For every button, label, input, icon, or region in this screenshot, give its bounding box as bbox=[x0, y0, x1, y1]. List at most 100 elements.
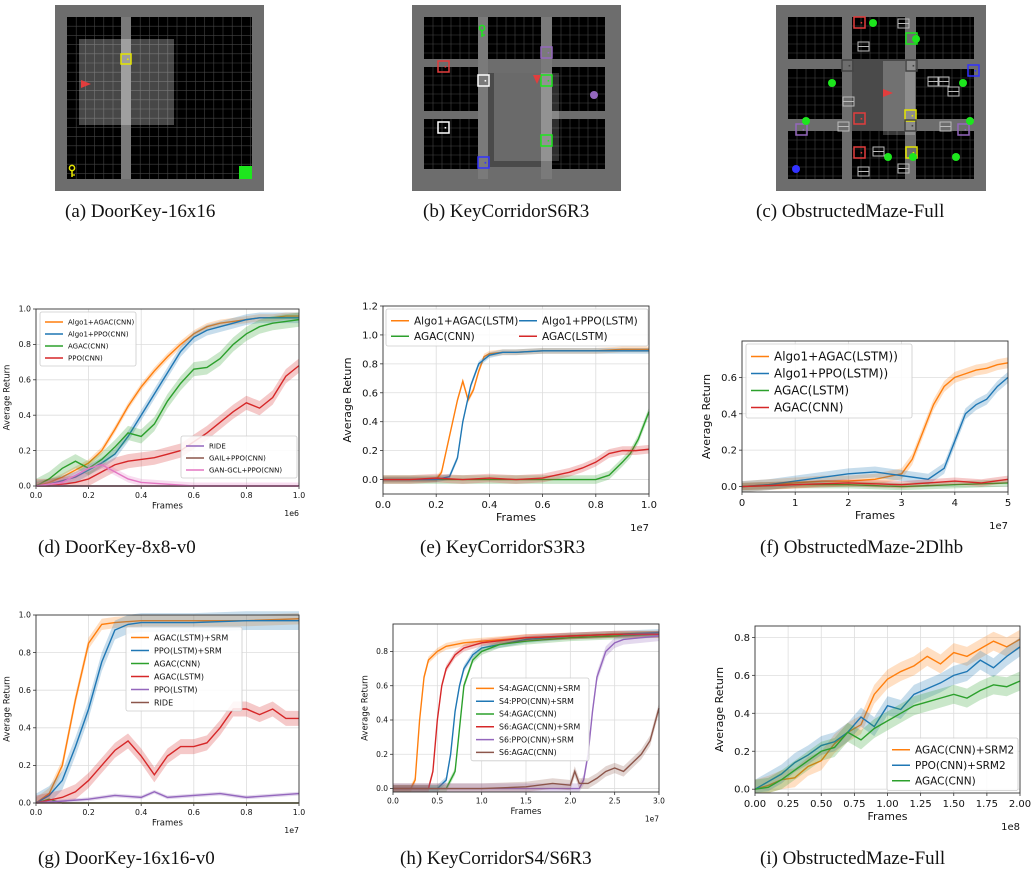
x-multiplier: 1e7 bbox=[989, 521, 1008, 532]
x-tick-label: 1.5 bbox=[520, 797, 532, 806]
x-tick-label: 1.0 bbox=[293, 491, 305, 500]
y-tick-label: 0.6 bbox=[19, 376, 31, 385]
legend-label: S4:PPO(CNN)+SRM bbox=[499, 697, 574, 706]
series-line bbox=[35, 464, 299, 487]
x-axis-label: Frames bbox=[867, 810, 907, 823]
x-tick-label: 0.0 bbox=[30, 808, 42, 817]
x-tick-label: 0.6 bbox=[188, 491, 200, 500]
legend-box bbox=[125, 626, 243, 712]
door-handle bbox=[802, 128, 805, 131]
y-tick-label: 0.2 bbox=[19, 761, 31, 770]
caption-chart-e: (e) KeyCorridorS3R3 bbox=[420, 537, 586, 558]
series-line bbox=[754, 638, 1021, 790]
legend-box bbox=[470, 677, 590, 762]
y-tick-label: 0.0 bbox=[362, 475, 378, 486]
door-icon bbox=[477, 74, 490, 87]
maze-keycorridor bbox=[412, 5, 621, 191]
x-tick-label: 1.25 bbox=[909, 799, 931, 810]
x-tick-label: 1.50 bbox=[943, 799, 965, 810]
y-axis-label: Average Return bbox=[3, 365, 13, 431]
y-tick-label: 0.0 bbox=[734, 785, 750, 796]
door-icon bbox=[904, 109, 917, 122]
legend: AGAC(CNN)+SRM2 PPO(CNN)+SRM2 AGAC(CNN) bbox=[886, 737, 1019, 791]
ball-icon bbox=[590, 91, 598, 99]
door-handle bbox=[911, 124, 914, 127]
series-line bbox=[754, 646, 1021, 790]
y-tick-label: 0.4 bbox=[734, 709, 750, 720]
maze-floor bbox=[916, 131, 974, 179]
plot-frame bbox=[35, 614, 300, 804]
caption-chart-h: (h) KeyCorridorS4/S6R3 bbox=[400, 848, 592, 869]
legend-label: PPO(CNN) bbox=[68, 354, 103, 362]
legend: RIDE GAIL+PPO(CNN) GAN-GCL+PPO(CNN) bbox=[180, 435, 298, 479]
x-tick-label: 0.2 bbox=[82, 808, 94, 817]
y-tick-label: 0.4 bbox=[721, 409, 737, 420]
door-handle bbox=[547, 139, 550, 142]
chart-i: 0.00 0.25 0.50 0.75 1.00 1.25 1.50 1.75 2.00 0.0 0… bbox=[713, 625, 1031, 833]
legend-label: Algo1+PPO(LSTM) bbox=[542, 315, 638, 327]
legend-label: PPO(CNN)+SRM2 bbox=[915, 760, 1006, 772]
y-tick-label: 0.2 bbox=[376, 750, 388, 759]
door-icon bbox=[540, 46, 553, 59]
y-tick-label: 0.4 bbox=[362, 417, 378, 428]
caption-env-a: (a) DoorKey-16x16 bbox=[65, 201, 216, 222]
plot-frame bbox=[741, 340, 1009, 493]
series-line bbox=[393, 635, 660, 790]
y-tick-label: 0.6 bbox=[721, 373, 737, 384]
y-tick-label: 0.0 bbox=[19, 482, 31, 491]
maze-obstructed bbox=[776, 5, 986, 191]
x-tick-label: 0.00 bbox=[744, 799, 766, 810]
legend-label: S6:PPO(CNN)+SRM bbox=[499, 735, 574, 744]
series-line bbox=[383, 448, 650, 481]
chart-f: 0 1 2 3 4 5 0.0 0.2 0.4 0.6 Frames Average Return 1e… bbox=[700, 340, 1011, 532]
x-tick-label: 4 bbox=[952, 498, 958, 509]
door-icon bbox=[967, 64, 980, 77]
legend-label: AGAC(CNN)+SRM2 bbox=[915, 744, 1014, 756]
x-tick-label: 3.0 bbox=[653, 797, 665, 806]
door-handle bbox=[974, 69, 977, 72]
x-tick-label: 0.4 bbox=[481, 500, 497, 511]
maze-floor bbox=[916, 17, 974, 59]
maze-doorkey bbox=[55, 5, 264, 191]
series-line bbox=[393, 633, 659, 790]
y-tick-label: 0.4 bbox=[19, 724, 31, 733]
legend-label: Algo1+PPO(CNN) bbox=[68, 330, 129, 338]
legend-label: Algo1+PPO(LSTM)) bbox=[774, 367, 888, 381]
door-handle bbox=[547, 51, 550, 54]
series-line bbox=[35, 317, 299, 487]
y-tick-label: 0.8 bbox=[19, 648, 31, 657]
y-tick-label: 0.2 bbox=[362, 446, 378, 457]
legend-box bbox=[180, 435, 298, 479]
y-tick-label: 0.0 bbox=[376, 784, 388, 793]
door-icon bbox=[904, 119, 917, 132]
ball-icon bbox=[828, 79, 836, 87]
maze-wall bbox=[478, 17, 488, 179]
goal-tile bbox=[239, 166, 252, 179]
x-tick-label: 0.2 bbox=[82, 491, 94, 500]
legend-label: AGAC(CNN) bbox=[68, 342, 109, 350]
y-tick-label: 1.0 bbox=[362, 330, 378, 341]
legend-label: Algo1+AGAC(LSTM)) bbox=[774, 350, 898, 364]
y-tick-label: 1.2 bbox=[362, 302, 378, 313]
x-tick-label: 0.8 bbox=[588, 500, 604, 511]
door-handle bbox=[911, 114, 914, 117]
door-icon bbox=[540, 134, 553, 147]
y-axis-label: Average Return bbox=[713, 667, 726, 752]
x-tick-label: 2.00 bbox=[1009, 799, 1031, 810]
door-icon bbox=[437, 60, 450, 73]
series-band bbox=[36, 789, 299, 803]
ball-icon bbox=[952, 153, 960, 161]
plot-frame bbox=[382, 305, 650, 495]
series-line bbox=[36, 365, 300, 487]
agent-icon bbox=[533, 75, 541, 84]
door-handle bbox=[848, 64, 851, 67]
chart-g: 0.0 0.2 0.4 0.6 0.8 1.0 0.0 0.2 0.4 0.6 0.8 1.0 Fram… bbox=[3, 611, 306, 835]
x-multiplier: 1e6 bbox=[284, 509, 299, 518]
x-tick-label: 0.0 bbox=[375, 500, 391, 511]
chart-d: 0.0 0.2 0.4 0.6 0.8 1.0 0.0 0.2 0.4 0.6 0.8 1.0 Fram… bbox=[3, 305, 306, 518]
y-tick-label: 0.6 bbox=[376, 681, 388, 690]
x-tick-label: 0.0 bbox=[387, 797, 399, 806]
legend-box bbox=[886, 737, 1019, 791]
x-tick-label: 1.0 bbox=[293, 808, 305, 817]
series-band bbox=[36, 358, 299, 486]
